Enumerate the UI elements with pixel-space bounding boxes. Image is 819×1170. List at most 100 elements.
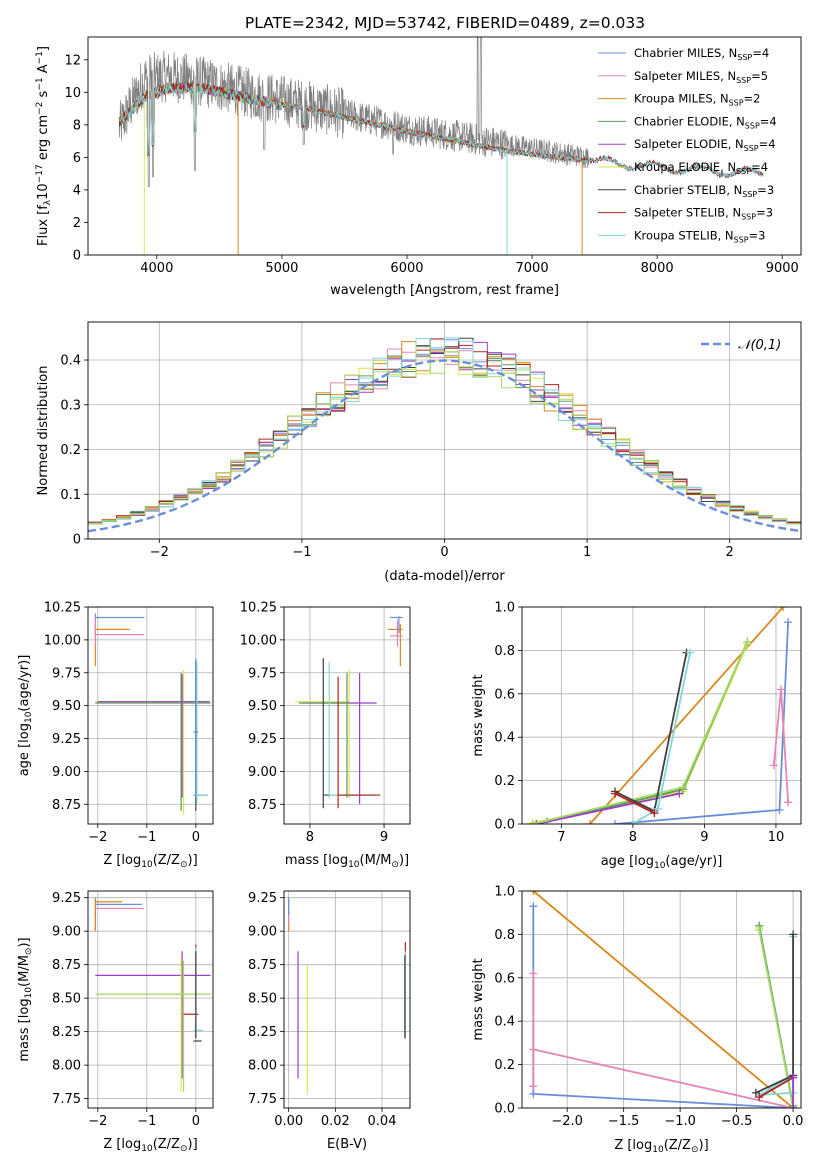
y-tick-label: 0.2 [494, 1058, 515, 1073]
spectrum-axes: 4000 5000 6000 7000 8000 9000 0 2 4 6 8 10 12 [64, 53, 798, 276]
weight-series-line [532, 643, 749, 824]
weight-point-marker [675, 789, 684, 798]
label-piece: −2 [35, 102, 45, 115]
x-tick-label: −1.5 [608, 1114, 640, 1129]
x-tick-label: −2 [150, 545, 169, 560]
spectrum-y-label: Flux [fλ10−17 erg cm−2 s−1 A−1] [35, 46, 53, 246]
label-piece: (M/M [360, 853, 392, 868]
weight-point-marker [529, 1082, 538, 1091]
x-tick-label: 8000 [641, 261, 674, 276]
weight-point-marker [789, 930, 798, 939]
x-tick-label: 0.04 [368, 1114, 397, 1129]
label-piece: ] [36, 46, 51, 51]
y-tick-label: 0 [73, 533, 81, 548]
weight-point-marker [628, 820, 637, 824]
label-piece: λ [43, 199, 53, 205]
weight-point-marker [789, 1104, 798, 1108]
label-piece: age [log [601, 854, 654, 869]
label-piece: 10 [141, 860, 153, 870]
weight-series-line [614, 622, 789, 824]
error-bar [94, 899, 123, 932]
y-tick-label: 1.0 [494, 885, 515, 900]
error-bar [97, 674, 210, 798]
histogram-step-line [88, 346, 801, 527]
spectrum-frame [87, 36, 802, 256]
legend-entry: Kroupa MILES, NSSP=2 [634, 92, 760, 108]
weight-series-line [532, 641, 749, 824]
mass-vs-ebv-plot-area [288, 897, 406, 1095]
weight-point-marker [529, 902, 538, 911]
label-piece: Z [log [103, 853, 141, 868]
label-piece: ⊙ [180, 1144, 188, 1154]
weight-point-marker [529, 891, 538, 895]
legend-entry-count: =4 [760, 114, 777, 128]
legend-entry-name: Salpeter MILES, N [634, 69, 736, 83]
error-bar [95, 670, 211, 815]
error-bar [95, 672, 211, 811]
weight-point-marker [611, 789, 619, 798]
weight-point-marker [743, 637, 752, 646]
age-vs-mass-x-label: mass [log10(M/M⊙)] [285, 853, 409, 870]
y-tick-label: 0.6 [494, 687, 515, 702]
error-bar [94, 617, 145, 647]
x-tick-label: 8 [306, 830, 314, 845]
y-tick-label: 0 [73, 249, 81, 264]
legend-entry-name: Kroupa MILES, N [634, 92, 729, 106]
x-tick-label: −2 [88, 1114, 107, 1129]
weight-point-marker [686, 648, 695, 657]
y-tick-label: 0.6 [494, 971, 515, 986]
label-piece: mass [log [17, 998, 32, 1061]
error-bar [328, 662, 377, 798]
error-bar [94, 624, 130, 667]
legend-entry-name: Salpeter ELODIE, N [634, 137, 744, 151]
weight-point-marker [653, 804, 662, 813]
label-piece: age [log [17, 723, 32, 776]
error-bar [389, 620, 403, 647]
legend-entry: Chabrier MILES, NSSP=4 [634, 46, 769, 62]
x-tick-label: 0 [192, 1114, 200, 1129]
x-tick-label: 6000 [390, 261, 423, 276]
error-bar [95, 951, 211, 1079]
age-vs-mass-axes: 8 9 8.75 9.00 9.25 9.50 9.75 10.00 10.25 [240, 601, 410, 845]
legend-entry-subscript: SSP [734, 235, 749, 244]
y-tick-label: 7.75 [248, 1092, 277, 1107]
error-bar [94, 897, 142, 916]
age-vs-z-plot-area [94, 613, 211, 815]
label-piece: ⊙ [391, 860, 399, 870]
y-tick-label: 9.25 [248, 732, 277, 747]
label-piece: )] [188, 853, 198, 868]
y-tick-label: 9.25 [52, 732, 81, 747]
y-tick-label: 0.8 [494, 644, 515, 659]
weight-point-marker [779, 607, 788, 611]
y-tick-label: 9.75 [52, 666, 81, 681]
y-tick-label: 9.25 [248, 891, 277, 906]
error-bar [193, 658, 199, 798]
label-piece: A [36, 64, 51, 77]
y-tick-label: 8.00 [248, 1059, 277, 1074]
x-tick-label: 10 [768, 830, 785, 845]
weight-vs-age-plot-area [528, 607, 793, 824]
x-tick-label: 8 [629, 830, 637, 845]
legend-entry: Kroupa ELODIE, NSSP=4 [634, 160, 768, 176]
weight-point-marker [755, 1093, 764, 1102]
label-piece: (Z/Z [153, 1137, 180, 1152]
legend-entry-subscript: SSP [741, 213, 756, 222]
error-bar [322, 658, 373, 809]
spectrum-x-label: wavelength [Angstrom, rest frame] [330, 283, 559, 298]
legend-entry: 𝒩(0,1) [738, 338, 781, 353]
label-piece: Z [log [614, 1138, 652, 1153]
weight-point-marker [775, 805, 784, 814]
legend-entry-subscript: SSP [736, 167, 751, 176]
observed-spectrum-line [118, 37, 589, 188]
y-tick-label: 8 [73, 118, 81, 133]
label-piece: 10 [24, 987, 34, 999]
y-tick-label: 0.0 [494, 1102, 515, 1117]
weight-point-marker [650, 809, 659, 818]
plots: 4000 5000 6000 7000 8000 9000024681012wavelen… [17, 36, 803, 1155]
x-tick-label: −1 [292, 545, 311, 560]
legend-entry-name: Chabrier STELIB, N [634, 183, 742, 197]
error-bar [387, 624, 403, 667]
label-piece: (M/M [17, 955, 32, 987]
error-bar [94, 904, 145, 932]
y-tick-label: 8.75 [248, 958, 277, 973]
